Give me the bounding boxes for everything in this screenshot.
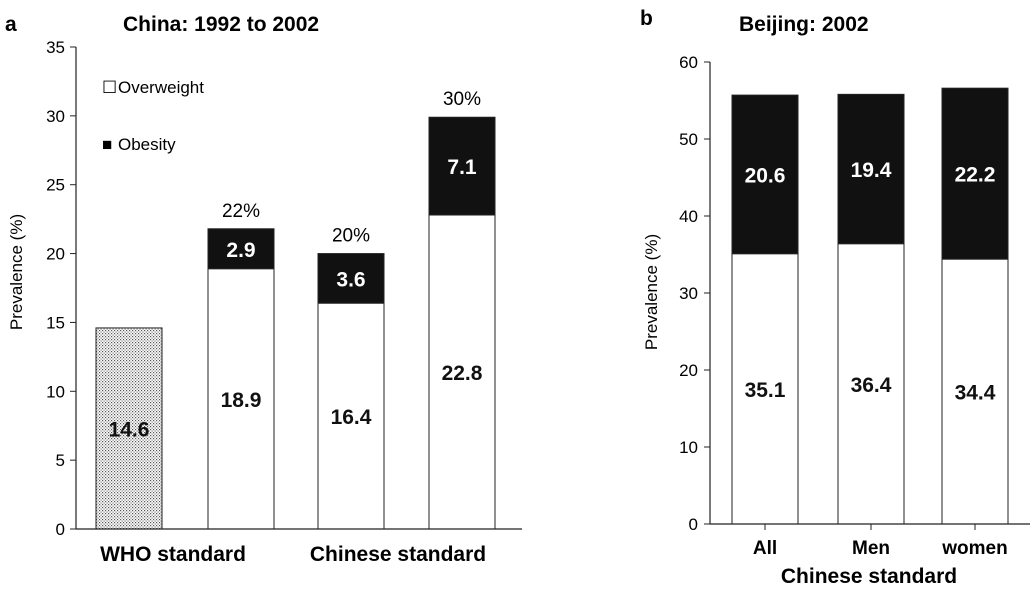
panel-a-data-label: 22.8	[442, 362, 483, 385]
panel-b-y-tick-label: 60	[679, 53, 698, 72]
panel-b-data-label: 22.2	[955, 164, 996, 187]
panel-b-bar-segment-overweight	[941, 258, 1009, 525]
panel-a-bar-segment-obesity	[428, 116, 496, 216]
panel-a-y-tick-label: 25	[46, 176, 65, 195]
panel-b-y-tick-label: 50	[679, 130, 698, 149]
panel-b-bar-segment-obesity	[731, 94, 799, 255]
panel-b-y-tick-label: 20	[679, 361, 698, 380]
panel-b-y-tick-label: 10	[679, 438, 698, 457]
panel-a-y-tick-label: 15	[46, 313, 65, 332]
legend-obesity-marker: ■	[102, 135, 112, 154]
panel-b-letter: b	[640, 7, 653, 30]
panel-b-y-tick-label: 30	[679, 284, 698, 303]
panel-b-data-label: 34.4	[955, 382, 996, 405]
legend-overweight-marker: ☐	[102, 78, 117, 97]
panel-a-y-tick-label: 35	[46, 38, 65, 57]
panel-a-data-label: 3.6	[336, 268, 365, 291]
panel-a-bar-segment-obesity	[317, 253, 385, 304]
panel-a-bar-segment-obesity	[207, 228, 275, 270]
legend-obesity-label: Obesity	[118, 135, 176, 154]
panel-a-y-tick-label: 20	[46, 245, 65, 264]
panel-b-data-label: 35.1	[745, 379, 786, 402]
panel-a-group-label-chinese: Chinese standard	[310, 543, 486, 566]
panel-a-y-axis-label: Prevalence (%)	[7, 214, 26, 330]
panel-a-title: China: 1992 to 2002	[123, 13, 319, 36]
panel-b-y-tick-label: 0	[689, 515, 698, 534]
panel-a-bar-segment-overweight	[207, 268, 275, 530]
panel-a-y-tick-label: 5	[56, 451, 65, 470]
panel-b-x-axis-label: Chinese standard	[781, 565, 957, 588]
panel-a-bar-segment-who-standard	[95, 327, 163, 530]
panel-b-title: Beijing: 2002	[739, 13, 869, 36]
panel-a-group-label-who: WHO standard	[100, 543, 246, 566]
panel-a-letter: a	[5, 13, 17, 36]
panel-a-data-label: 14.6	[109, 418, 150, 441]
panel-a-data-label: 18.9	[221, 389, 262, 412]
panel-a-data-label: 16.4	[331, 406, 372, 429]
panel-a-y-tick-label: 0	[56, 520, 65, 539]
panel-b-data-label: 20.6	[745, 164, 786, 187]
legend: ☐ Overweight ■ Obesity	[102, 78, 204, 154]
panel-b-data-label: 36.4	[851, 374, 892, 397]
panel-b: b Beijing: 2002 Prevalence (%) 0 10 20 30 40…	[640, 7, 1030, 588]
panel-a-total-label: 20%	[332, 226, 370, 247]
panel-a-bar-segment-overweight	[317, 302, 385, 530]
panel-a-data-label: 2.9	[226, 239, 255, 262]
panel-a-y-tick-label: 10	[46, 382, 65, 401]
panel-b-bar-segment-obesity	[941, 87, 1009, 260]
panel-a-total-label: 30%	[443, 89, 481, 110]
panel-b-category-label: Men	[852, 538, 890, 559]
panel-a: a China: 1992 to 2002 Prevalence (%) 0 5 1…	[5, 13, 522, 566]
panel-a-bar-segment-overweight	[428, 214, 496, 530]
panel-b-y-tick-label: 40	[679, 207, 698, 226]
legend-overweight-label: Overweight	[118, 78, 204, 97]
panel-b-data-label: 19.4	[851, 159, 892, 182]
panel-b-y-axis-label: Prevalence (%)	[642, 234, 661, 350]
panel-b-bar-segment-obesity	[837, 93, 905, 245]
panel-a-total-label: 22%	[222, 201, 260, 222]
panel-b-category-label: All	[753, 538, 777, 559]
panel-b-bar-segment-overweight	[731, 253, 799, 525]
panel-a-data-label: 7.1	[447, 156, 477, 179]
panel-a-y-tick-label: 30	[46, 107, 65, 126]
panel-b-category-label: women	[941, 538, 1007, 559]
